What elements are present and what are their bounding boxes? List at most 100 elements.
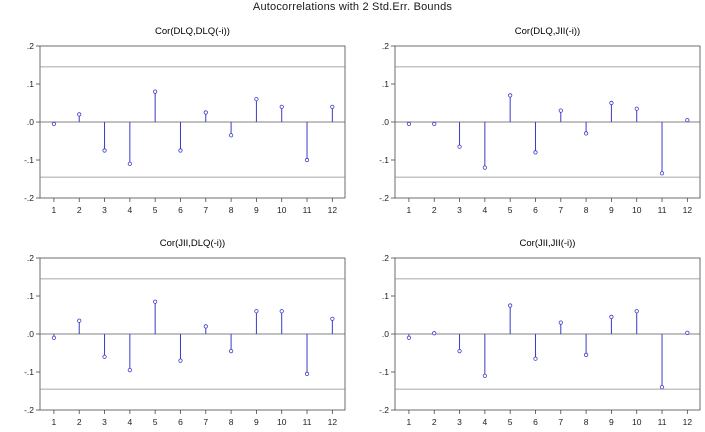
acf-point [432,121,437,127]
acf-point [659,385,665,390]
x-tick-label: 1 [52,205,57,215]
acf-point [203,324,208,329]
acf-point [583,352,589,358]
acf-point [127,161,132,166]
x-tick-label: 6 [178,417,183,427]
x-tick-label: 1 [52,417,57,427]
x-tick-label: 8 [584,205,589,215]
acf-point [102,148,107,153]
acf-point [609,100,614,106]
x-tick-label: 4 [482,205,487,215]
acf-point [609,314,614,320]
x-tick-label: 9 [254,417,259,427]
x-tick-label: 3 [457,205,462,215]
x-tick-label: 8 [229,205,234,215]
x-tick-label: 11 [658,205,667,215]
y-tick-label: -.2 [24,405,34,415]
x-tick-label: 10 [277,205,287,215]
x-tick-label: 5 [153,417,158,427]
acf-point [508,93,513,98]
x-tick-label: 10 [277,417,287,427]
x-tick-label: 4 [127,205,132,215]
acf-point [127,368,132,373]
x-tick-label: 12 [683,205,693,215]
x-tick-label: 2 [77,417,82,427]
acf-point [51,121,57,127]
chart-panel-4: Cor(JII,JII(-i)) .2.1.0 -.1 -.2 1 2 3 4 5 6 7 8 9 10 1… [355,232,705,432]
y-tick-label: .2 [382,253,389,263]
x-tick-label: 1 [407,205,412,215]
y-tick-label: -.1 [379,367,389,377]
x-tick-label: 6 [178,205,183,215]
acf-point [457,144,462,149]
x-tick-label: 1 [407,417,412,427]
acf-point [77,112,82,117]
chart-svg: Cor(JII,JII(-i)).2.1.0-.1-.21 2 3 4 5 6 7 8 9 10 1… [379,238,701,427]
x-tick-label: 3 [457,417,462,427]
acf-point [330,316,335,321]
x-tick-label: 12 [328,417,338,427]
x-tick-label: 5 [508,417,513,427]
x-tick-label: 7 [558,417,563,427]
x-tick-label: 10 [632,205,642,215]
chart-title: Cor(JII,JII(-i)) [520,238,576,249]
y-tick-label: .0 [382,329,389,339]
acf-point [634,309,639,314]
acf-point [685,118,690,123]
chart-svg: Cor(DLQ,JII(-i)).2.1.0-.1-.21 2 3 4 5 6 7 8 9 10 1… [379,26,701,215]
acf-point [482,165,487,170]
y-tick-label: .1 [382,291,389,301]
y-tick-label: .2 [27,41,34,51]
y-tick-label: -.2 [379,405,389,415]
acf-point [482,373,487,378]
chart-title: Cor(DLQ,JII(-i)) [515,26,580,37]
x-tick-label: 5 [153,205,158,215]
y-tick-label: .2 [382,41,389,51]
acf-point [153,299,158,304]
x-tick-label: 2 [77,205,82,215]
acf-point [533,150,538,155]
acf-point [102,354,107,359]
y-tick-label: .0 [27,117,34,127]
y-tick-label: .2 [27,253,34,263]
x-tick-label: 6 [533,417,538,427]
x-tick-label: 9 [609,205,614,215]
acf-point [558,108,563,113]
chart-panel-1: Cor(DLQ,DLQ(-i)) .2.1.0 -.1 -.2 1 2 3 4 5 6 7 8 9 10 1… [0,20,350,220]
y-tick-label: -.1 [24,367,34,377]
y-tick-label: -.2 [379,193,389,203]
y-tick-label: .0 [382,117,389,127]
acf-point [330,104,335,109]
acf-point [634,106,639,111]
acf-point [51,335,57,340]
x-tick-label: 12 [683,417,693,427]
x-tick-label: 11 [658,417,667,427]
acf-point [178,358,183,363]
chart-panel-3: Cor(JII,DLQ(-i)) .2.1.0 -.1 -.2 1 2 3 4 5 6 7 8 9 10 1… [0,232,350,432]
acf-point [228,133,234,138]
acf-point [153,89,158,94]
y-tick-label: -.1 [24,155,34,165]
y-tick-label: -.1 [379,155,389,165]
x-tick-label: 3 [102,417,107,427]
chart-panel-2: Cor(DLQ,JII(-i)) .2.1.0 -.1 -.2 1 2 3 4 5 6 7 8 9 10 1… [355,20,705,220]
acf-point [203,110,208,115]
x-tick-label: 7 [203,417,208,427]
acf-point [279,309,284,314]
acf-point [406,335,412,340]
acf-point [254,97,259,102]
chart-svg: Cor(DLQ,DLQ(-i)).2.1.0-.1-.21 2 3 4 5 6 7 8 9 10 1… [24,26,346,215]
x-tick-label: 9 [254,205,259,215]
acf-point [457,349,462,354]
acf-point [178,148,183,153]
x-tick-label: 8 [229,417,234,427]
x-tick-label: 7 [558,205,563,215]
x-tick-label: 4 [127,417,132,427]
x-tick-label: 3 [102,205,107,215]
y-tick-label: .1 [27,79,34,89]
x-tick-label: 6 [533,205,538,215]
acf-point [279,104,284,109]
x-tick-label: 4 [482,417,487,427]
acf-point [228,349,234,354]
x-tick-label: 2 [432,417,437,427]
